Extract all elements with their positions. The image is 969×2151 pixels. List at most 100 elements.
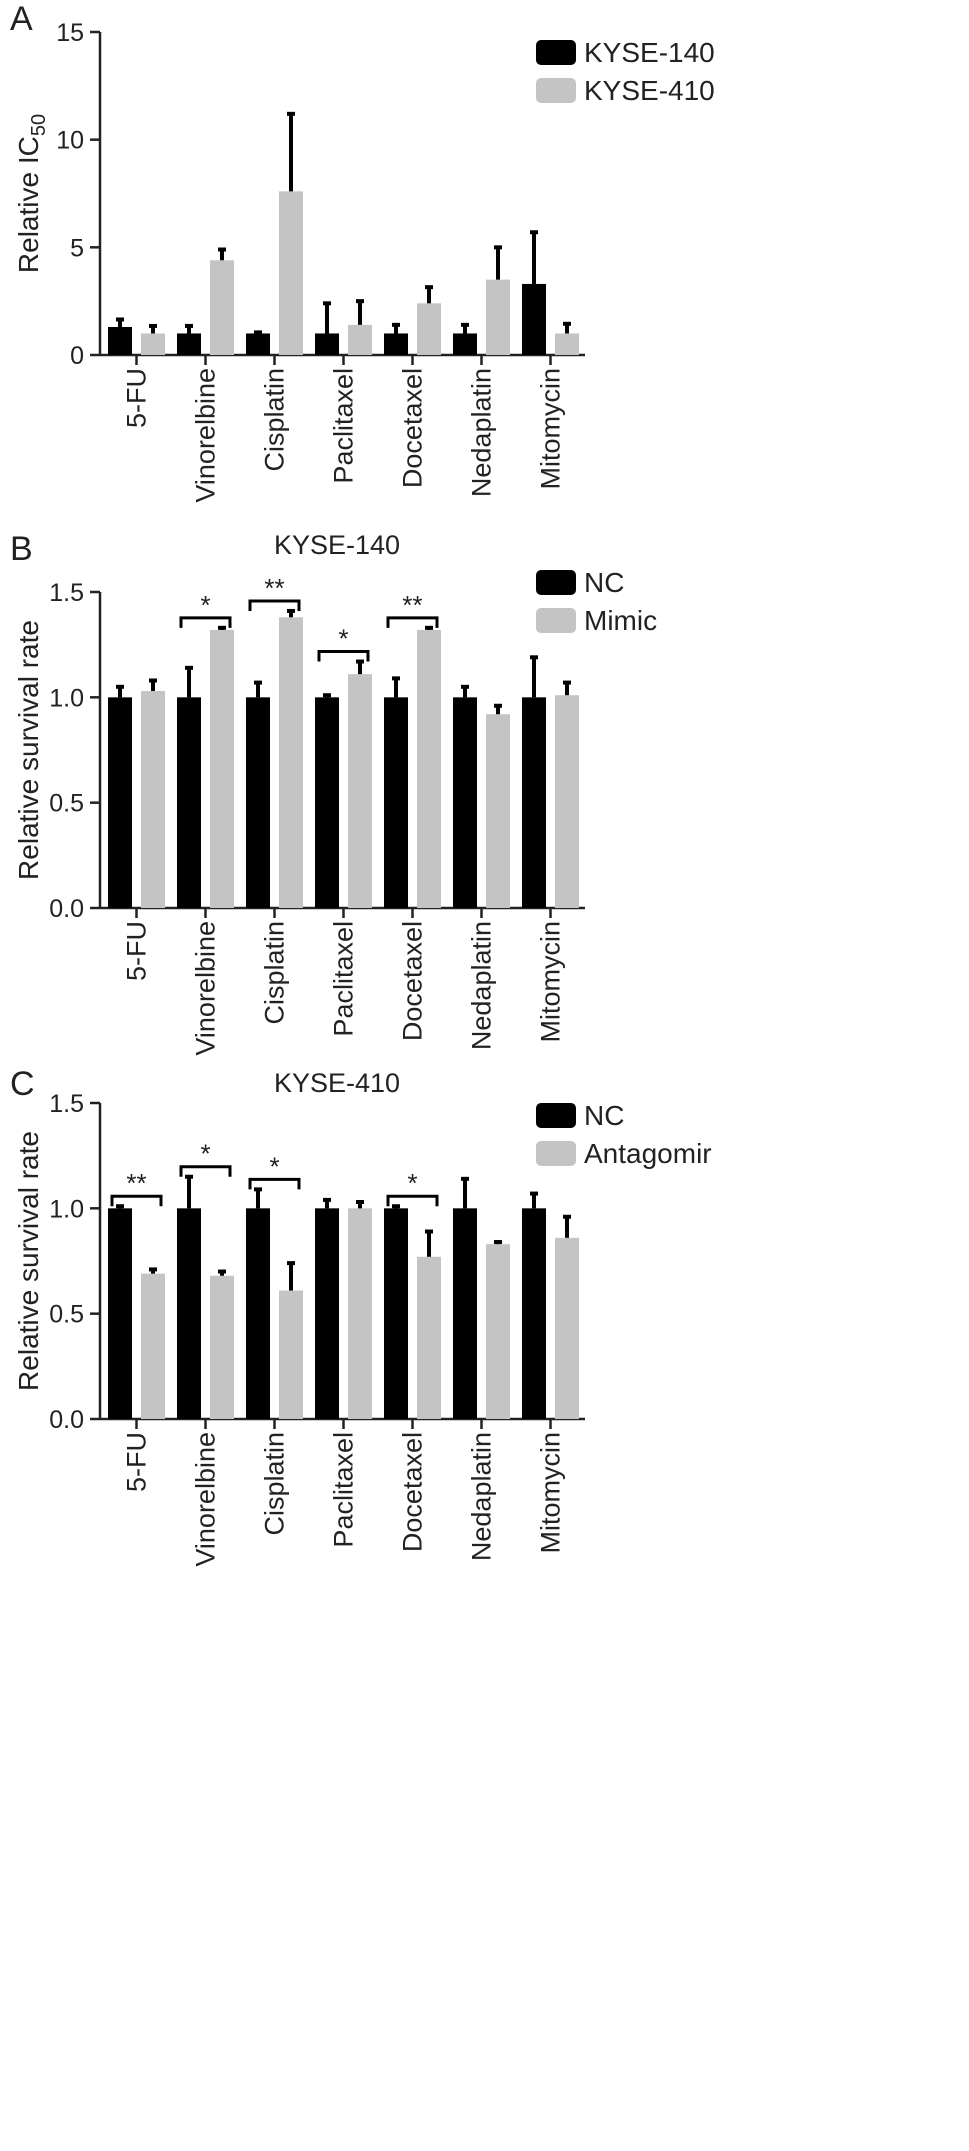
category-label: 5-FU (122, 1432, 152, 1492)
significance-bracket (317, 650, 370, 662)
bar-mimic (486, 714, 510, 908)
significance-label: * (200, 1139, 210, 1169)
panel-c-title: KYSE-410 (274, 1068, 400, 1098)
y-tick-label: 10 (56, 127, 84, 155)
legend-swatch-nc (536, 570, 576, 595)
bar-nc (177, 697, 201, 908)
bar-antagomir (279, 1290, 303, 1419)
panel-a: A 0 5 10 15 Relative IC50 5-FU Vinorelbine Cisp… (10, 0, 715, 503)
bar-kyse-410 (210, 260, 234, 355)
panel-letter-a: A (10, 0, 33, 38)
y-tick-label: 1.5 (49, 579, 84, 607)
bar-nc (177, 1208, 201, 1419)
bar-mimic (141, 691, 165, 908)
bar-mimic (348, 674, 372, 908)
significance-label: * (200, 590, 210, 620)
significance-bracket (386, 616, 439, 628)
significance-bracket (179, 616, 232, 628)
bar-kyse-140 (453, 333, 477, 355)
category-label: Mitomycin (536, 368, 566, 490)
category-label: Mitomycin (536, 1432, 566, 1554)
category-label: Cisplatin (260, 368, 290, 472)
y-tick-label: 0.5 (49, 1301, 84, 1329)
legend-swatch-kyse-410 (536, 78, 576, 103)
bar-nc (522, 1208, 546, 1419)
significance-bracket (110, 1194, 163, 1207)
category-label: Cisplatin (260, 1432, 290, 1536)
category-label: 5-FU (122, 921, 152, 981)
bar-nc (315, 1208, 339, 1419)
legend-label-mimic: Mimic (584, 605, 657, 636)
y-tick-label: 1.0 (49, 1195, 84, 1223)
bar-nc (384, 1208, 408, 1419)
bar-mimic (279, 617, 303, 908)
significance-bracket (179, 1165, 232, 1177)
bar-nc (246, 1208, 270, 1419)
bar-antagomir (348, 1208, 372, 1419)
bar-kyse-410 (486, 279, 510, 355)
significance-bracket (386, 1194, 439, 1207)
category-label: Vinorelbine (191, 1432, 221, 1567)
significance-bracket (248, 1177, 301, 1190)
y-tick-label: 0.0 (49, 1406, 84, 1434)
category-label: Vinorelbine (191, 921, 221, 1056)
bar-mimic (555, 695, 579, 908)
bar-kyse-140 (384, 333, 408, 355)
y-axis-label: Relative survival rate (13, 1131, 44, 1391)
y-tick-label: 0 (70, 342, 84, 370)
bar-nc (453, 697, 477, 908)
category-label: 5-FU (122, 368, 152, 428)
significance-label: ** (126, 1168, 146, 1198)
significance-label: ** (402, 590, 422, 620)
significance-label: * (269, 1151, 279, 1181)
legend-label-nc: NC (584, 1100, 624, 1131)
bar-kyse-410 (417, 303, 441, 355)
panel-b-title: KYSE-140 (274, 530, 400, 560)
y-tick-label: 0.5 (49, 790, 84, 818)
bar-antagomir (486, 1244, 510, 1419)
category-label: Mitomycin (536, 921, 566, 1043)
bar-antagomir (555, 1237, 579, 1419)
bar-antagomir (210, 1275, 234, 1419)
bar-nc (453, 1208, 477, 1419)
category-label: Nedaplatin (467, 921, 497, 1050)
category-label: Docetaxel (398, 921, 428, 1041)
bar-nc (522, 697, 546, 908)
category-label: Vinorelbine (191, 368, 221, 503)
bar-mimic (210, 629, 234, 908)
bar-antagomir (417, 1256, 441, 1419)
legend-label-nc: NC (584, 567, 624, 598)
bar-mimic (417, 629, 441, 908)
category-label: Docetaxel (398, 1432, 428, 1552)
bar-kyse-140 (315, 333, 339, 355)
bar-kyse-410 (141, 333, 165, 355)
bar-kyse-140 (522, 283, 546, 355)
legend-label-kyse-410: KYSE-410 (584, 75, 715, 106)
category-label: Docetaxel (398, 368, 428, 488)
y-axis-label: Relative IC50 (13, 114, 50, 273)
legend-label-kyse-140: KYSE-140 (584, 37, 715, 68)
y-tick-label: 15 (56, 19, 84, 47)
significance-label: * (407, 1168, 417, 1198)
y-tick-label: 0.0 (49, 895, 84, 923)
bar-kyse-140 (177, 333, 201, 355)
bar-nc (384, 697, 408, 908)
panel-letter-c: C (10, 1065, 35, 1103)
bar-nc (108, 697, 132, 908)
category-label: Paclitaxel (329, 921, 359, 1037)
category-label: Cisplatin (260, 921, 290, 1025)
bar-antagomir (141, 1273, 165, 1419)
y-axis-label: Relative survival rate (13, 620, 44, 880)
bar-kyse-410 (348, 324, 372, 355)
significance-label: * (338, 624, 348, 654)
legend-label-antagomir: Antagomir (584, 1138, 712, 1169)
y-tick-label: 1.0 (49, 684, 84, 712)
panel-letter-b: B (10, 530, 33, 568)
bar-kyse-140 (108, 327, 132, 355)
category-label: Paclitaxel (329, 1432, 359, 1548)
y-tick-label: 1.5 (49, 1090, 84, 1118)
significance-bracket (248, 599, 301, 611)
